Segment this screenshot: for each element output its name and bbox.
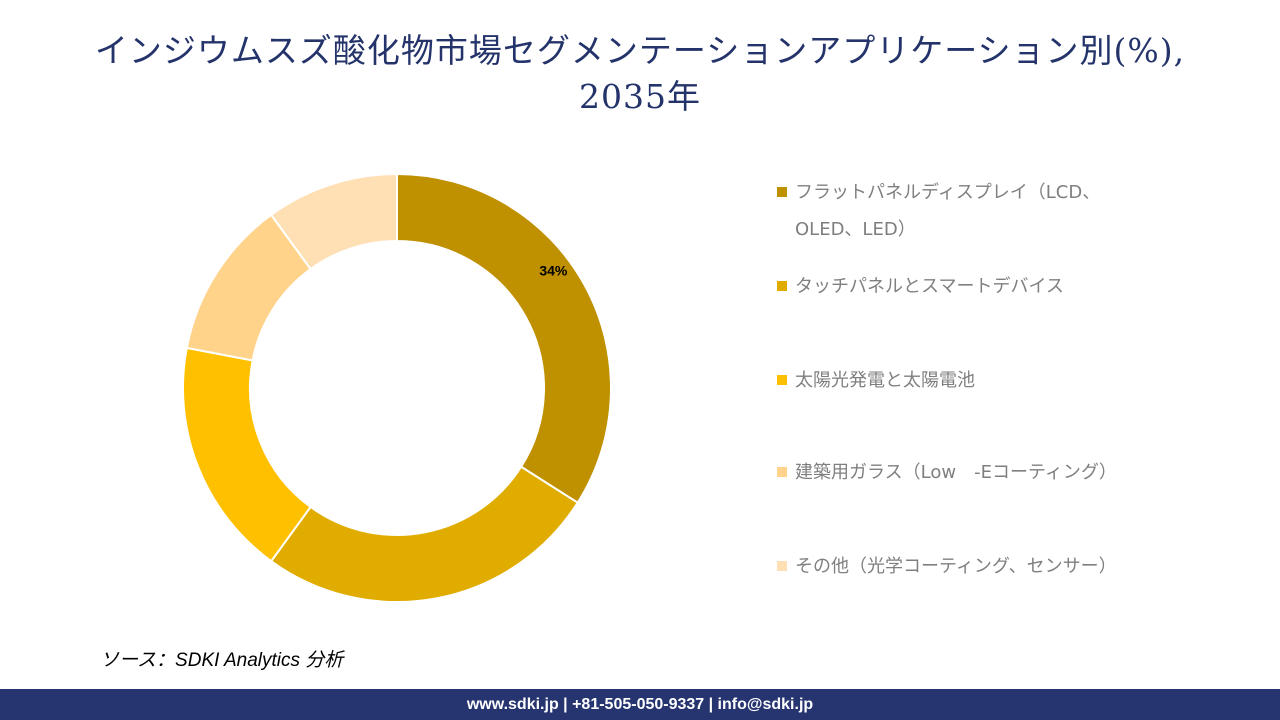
- donut-chart: 34%: [182, 172, 612, 603]
- legend-label: タッチパネルとスマートデバイス: [795, 276, 1064, 297]
- legend-item: 太陽光発電と太陽電池: [777, 362, 1165, 399]
- donut-slice: [269, 465, 580, 603]
- legend-swatch: [777, 467, 787, 477]
- legend-swatch: [777, 561, 787, 571]
- donut-slice: [269, 172, 398, 271]
- legend-swatch: [777, 375, 787, 385]
- legend-item: フラットパネルディスプレイ（LCD、OLED、LED）: [777, 174, 1140, 248]
- legend-swatch: [777, 187, 787, 197]
- legend-label: フラットパネルディスプレイ（LCD、OLED、LED）: [795, 182, 1101, 240]
- donut-slice: [182, 346, 312, 563]
- donut-slice: [396, 172, 612, 505]
- data-label: 34%: [539, 263, 568, 279]
- title-line-1: インジウムスズ酸化物市場セグメンテーションアプリケーション別(%),: [94, 31, 1186, 70]
- source-note: ソース：SDKI Analytics 分析: [100, 650, 344, 671]
- footer-contact: www.sdki.jp | +81-505-050-9337 | info@sd…: [0, 689, 1280, 720]
- chart-title: インジウムスズ酸化物市場セグメンテーションアプリケーション別(%), 2035年: [0, 28, 1280, 120]
- legend-item: その他（光学コーティング、センサー）: [777, 548, 1165, 585]
- legend-item: タッチパネルとスマートデバイス: [777, 268, 1165, 305]
- legend-label: その他（光学コーティング、センサー）: [795, 556, 1117, 577]
- legend-swatch: [777, 281, 787, 291]
- legend-label: 太陽光発電と太陽電池: [795, 370, 975, 391]
- legend-item: 建築用ガラス（Low -Eコーティング）: [777, 454, 1165, 491]
- legend-label: 建築用ガラス（Low -Eコーティング）: [795, 462, 1117, 483]
- title-line-2: 2035年: [579, 77, 701, 116]
